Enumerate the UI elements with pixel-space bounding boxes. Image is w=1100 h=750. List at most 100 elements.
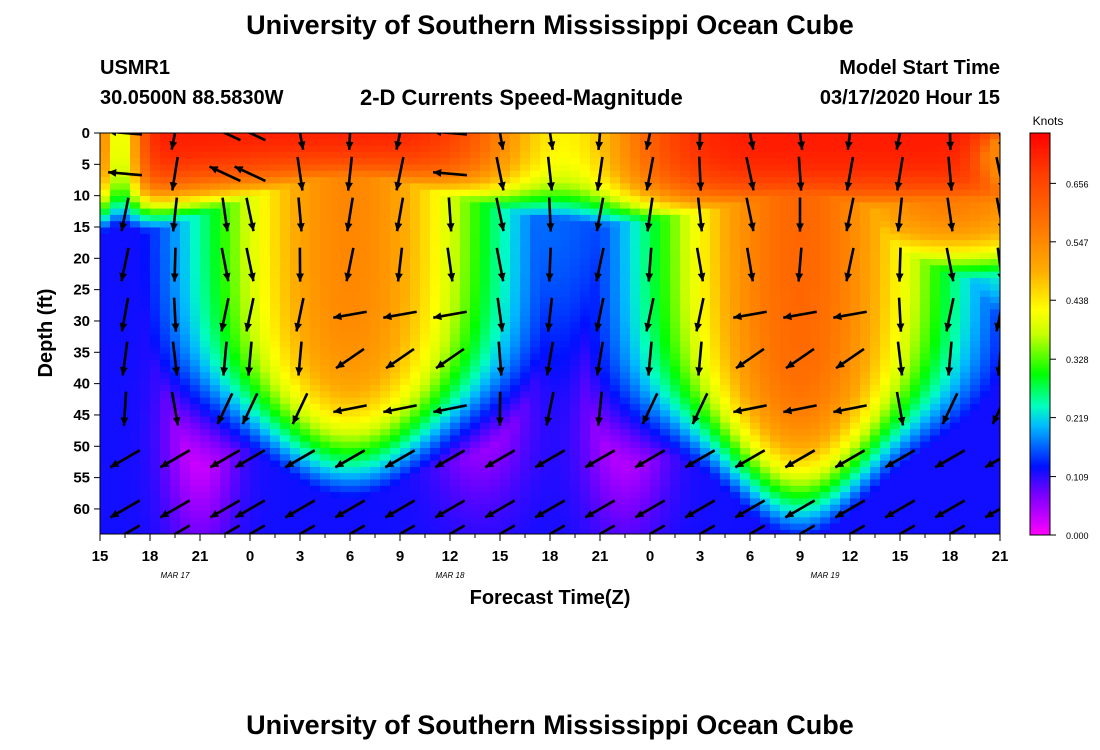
heatmap-cell bbox=[730, 177, 741, 184]
heatmap-cell bbox=[710, 366, 721, 373]
heatmap-cell bbox=[670, 322, 681, 329]
heatmap-cell bbox=[320, 202, 331, 210]
heatmap-cell bbox=[710, 529, 721, 534]
heatmap-cell bbox=[480, 240, 491, 247]
heatmap-cell bbox=[470, 214, 481, 222]
heatmap-cell bbox=[790, 277, 801, 285]
heatmap-cell bbox=[850, 366, 861, 373]
heatmap-cell bbox=[600, 277, 611, 285]
heatmap-cell bbox=[690, 485, 701, 493]
heatmap-cell bbox=[350, 158, 361, 166]
heatmap-cell bbox=[270, 189, 281, 197]
heatmap-cell bbox=[550, 479, 561, 487]
heatmap-cell bbox=[320, 139, 331, 147]
heatmap-cell bbox=[100, 448, 111, 455]
heatmap-cell bbox=[400, 296, 411, 304]
heatmap-cell bbox=[680, 416, 691, 424]
heatmap-cell bbox=[870, 397, 881, 405]
heatmap-cell bbox=[590, 517, 601, 525]
heatmap-cell bbox=[490, 233, 501, 241]
heatmap-cell bbox=[320, 492, 331, 499]
heatmap-cell bbox=[850, 466, 861, 474]
heatmap-cell bbox=[370, 473, 381, 481]
heatmap-cell bbox=[290, 183, 301, 191]
heatmap-cell bbox=[850, 372, 861, 380]
heatmap-cell bbox=[450, 466, 461, 474]
heatmap-cell bbox=[800, 322, 811, 329]
heatmap-cell bbox=[710, 422, 721, 430]
heatmap-cell bbox=[700, 221, 711, 229]
heatmap-cell bbox=[700, 340, 711, 348]
heatmap-cell bbox=[380, 196, 391, 203]
heatmap-cell bbox=[140, 158, 151, 166]
heatmap-cell bbox=[360, 441, 371, 449]
heatmap-cell bbox=[310, 416, 321, 424]
heatmap-cell bbox=[140, 240, 151, 247]
heatmap-cell bbox=[420, 422, 431, 430]
heatmap-cell bbox=[510, 511, 521, 518]
heatmap-cell bbox=[730, 435, 741, 443]
heatmap-cell bbox=[490, 422, 501, 430]
heatmap-cell bbox=[780, 284, 791, 292]
heatmap-cell bbox=[610, 429, 621, 436]
heatmap-cell bbox=[780, 290, 791, 298]
heatmap-cell bbox=[620, 164, 631, 172]
heatmap-cell bbox=[420, 177, 431, 184]
heatmap-cell bbox=[670, 290, 681, 298]
heatmap-cell bbox=[500, 511, 511, 518]
heatmap-cell bbox=[340, 139, 351, 147]
heatmap-cell bbox=[400, 340, 411, 348]
heatmap-cell bbox=[350, 214, 361, 222]
heatmap-cell bbox=[340, 378, 351, 386]
heatmap-cell bbox=[800, 303, 811, 310]
heatmap-cell bbox=[470, 139, 481, 147]
heatmap-cell bbox=[870, 271, 881, 279]
heatmap-cell bbox=[200, 277, 211, 285]
heatmap-cell bbox=[490, 378, 501, 386]
heatmap-cell bbox=[790, 189, 801, 197]
heatmap-cell bbox=[600, 309, 611, 317]
heatmap-cell bbox=[690, 340, 701, 348]
heatmap-cell bbox=[550, 334, 561, 342]
heatmap-cell bbox=[470, 303, 481, 310]
heatmap-cell bbox=[810, 378, 821, 386]
heatmap-cell bbox=[600, 504, 611, 512]
heatmap-cell bbox=[630, 290, 641, 298]
heatmap-cell bbox=[160, 277, 171, 285]
heatmap-cell bbox=[840, 277, 851, 285]
heatmap-cell bbox=[130, 240, 141, 247]
heatmap-cell bbox=[290, 290, 301, 298]
heatmap-cell bbox=[230, 227, 241, 235]
heatmap-cell bbox=[350, 259, 361, 266]
heatmap-cell bbox=[550, 259, 561, 266]
heatmap-cell bbox=[270, 529, 281, 534]
heatmap-cell bbox=[690, 435, 701, 443]
heatmap-cell bbox=[250, 485, 261, 493]
heatmap-cell bbox=[680, 347, 691, 355]
heatmap-cell bbox=[290, 378, 301, 386]
heatmap-cell bbox=[100, 139, 111, 147]
heatmap-cell bbox=[340, 189, 351, 197]
heatmap-cell bbox=[800, 202, 811, 210]
heatmap-cell bbox=[570, 252, 581, 260]
heatmap-cell bbox=[310, 265, 321, 273]
heatmap-cell bbox=[370, 429, 381, 436]
heatmap-cell bbox=[840, 259, 851, 266]
heatmap-cell bbox=[280, 385, 291, 392]
heatmap-cell bbox=[720, 139, 731, 147]
heatmap-cell bbox=[850, 158, 861, 166]
heatmap-cell bbox=[310, 177, 321, 184]
heatmap-cell bbox=[660, 139, 671, 147]
heatmap-cell bbox=[390, 284, 401, 292]
heatmap-cell bbox=[560, 170, 571, 178]
heatmap-cell bbox=[260, 397, 271, 405]
heatmap-cell bbox=[410, 498, 421, 506]
heatmap-cell bbox=[750, 183, 761, 191]
heatmap-cell bbox=[410, 183, 421, 191]
heatmap-cell bbox=[280, 359, 291, 367]
heatmap-cell bbox=[530, 202, 541, 210]
heatmap-cell bbox=[300, 454, 311, 462]
heatmap-cell bbox=[380, 322, 391, 329]
heatmap-cell bbox=[770, 133, 781, 140]
heatmap-cell bbox=[780, 227, 791, 235]
